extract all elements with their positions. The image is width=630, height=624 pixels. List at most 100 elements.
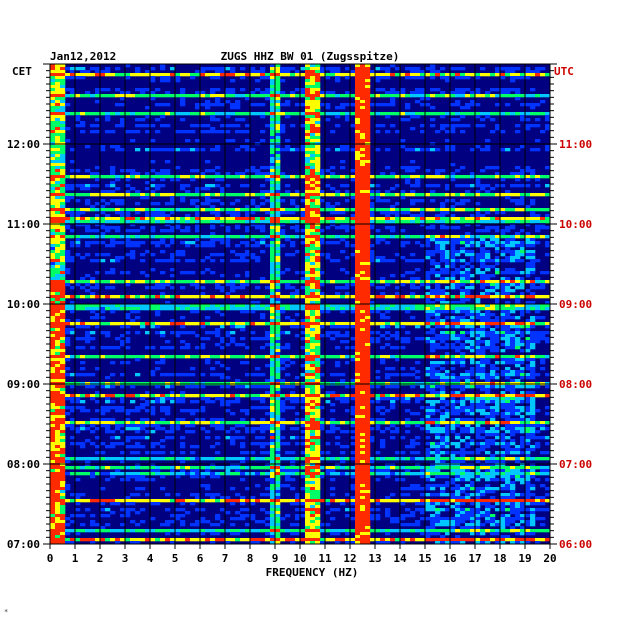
heatmap-cell [265,190,271,194]
heatmap-cell [270,178,276,182]
heatmap-cell [315,169,321,173]
heatmap-cell [365,193,371,197]
heatmap-cell [165,235,171,239]
heatmap-cell [270,85,276,89]
heatmap-cell [275,379,281,383]
heatmap-cell [60,85,66,89]
heatmap-cell [405,217,411,221]
heatmap-cell [155,172,161,176]
heatmap-cell [355,277,361,281]
heatmap-cell [240,88,246,92]
heatmap-cell [305,337,311,341]
heatmap-cell [450,358,456,362]
heatmap-cell [305,220,311,224]
heatmap-cell [325,118,331,122]
heatmap-cell [315,64,321,68]
heatmap-cell [290,94,296,98]
heatmap-cell [320,73,326,77]
heatmap-cell [350,124,356,128]
heatmap-cell [530,340,536,344]
heatmap-cell [95,220,101,224]
heatmap-cell [365,172,371,176]
heatmap-cell [230,91,236,95]
heatmap-cell [315,127,321,131]
heatmap-cell [110,145,116,149]
heatmap-cell [60,370,66,374]
heatmap-cell [110,166,116,170]
heatmap-cell [315,88,321,92]
heatmap-cell [490,94,496,98]
heatmap-cell [65,208,71,212]
heatmap-cell [460,343,466,347]
heatmap-cell [355,82,361,86]
heatmap-cell [485,319,491,323]
heatmap-cell [280,307,286,311]
heatmap-cell [315,301,321,305]
heatmap-cell [220,94,226,98]
heatmap-cell [345,145,351,149]
heatmap-cell [360,265,366,269]
heatmap-cell [55,292,61,296]
heatmap-cell [270,166,276,170]
heatmap-cell [265,379,271,383]
heatmap-cell [135,295,141,299]
heatmap-cell [90,310,96,314]
heatmap-cell [355,139,361,143]
heatmap-cell [55,205,61,209]
heatmap-cell [315,136,321,140]
heatmap-cell [535,286,541,290]
heatmap-cell [450,373,456,377]
heatmap-cell [495,70,501,74]
heatmap-cell [485,388,491,392]
heatmap-cell [170,175,176,179]
heatmap-cell [400,190,406,194]
heatmap-cell [515,220,521,224]
heatmap-cell [455,280,461,284]
heatmap-cell [60,226,66,230]
heatmap-cell [255,286,261,290]
heatmap-cell [355,229,361,233]
heatmap-cell [425,274,431,278]
heatmap-cell [365,154,371,158]
heatmap-cell [60,202,66,206]
heatmap-cell [475,88,481,92]
heatmap-cell [55,337,61,341]
heatmap-cell [120,175,126,179]
heatmap-cell [125,244,131,248]
heatmap-cell [440,112,446,116]
heatmap-cell [310,256,316,260]
heatmap-cell [175,295,181,299]
heatmap-cell [140,112,146,116]
heatmap-cell [315,94,321,98]
heatmap-cell [480,256,486,260]
heatmap-cell [75,214,81,218]
heatmap-cell [430,367,436,371]
heatmap-cell [360,196,366,200]
heatmap-cell [60,247,66,251]
heatmap-cell [390,94,396,98]
heatmap-cell [285,235,291,239]
heatmap-cell [460,361,466,365]
heatmap-cell [530,364,536,368]
heatmap-cell [355,85,361,89]
heatmap-cell [495,226,501,230]
heatmap-cell [155,202,161,206]
heatmap-cell [350,169,356,173]
heatmap-cell [415,268,421,272]
heatmap-cell [60,238,66,242]
heatmap-cell [365,343,371,347]
heatmap-cell [200,304,206,308]
heatmap-cell [60,331,66,335]
heatmap-cell [115,322,121,326]
heatmap-cell [525,280,531,284]
heatmap-cell [495,355,501,359]
heatmap-cell [365,124,371,128]
heatmap-cell [485,316,491,320]
heatmap-cell [475,241,481,245]
heatmap-cell [285,112,291,116]
heatmap-cell [435,385,441,389]
heatmap-cell [50,376,56,380]
heatmap-cell [95,253,101,257]
heatmap-cell [60,322,66,326]
heatmap-cell [500,259,506,263]
